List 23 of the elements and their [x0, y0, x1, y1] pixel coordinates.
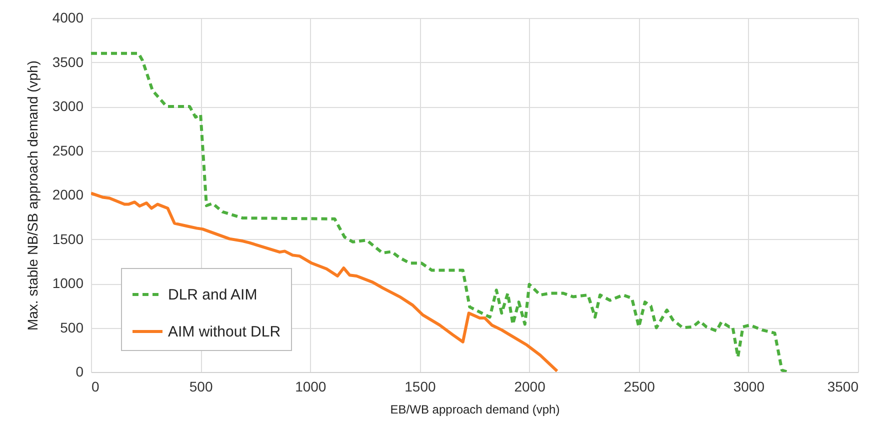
- y-tick-label: 1500: [52, 230, 84, 247]
- y-axis-title: Max. stable NB/SB approach demand (vph): [24, 60, 40, 331]
- y-tick-label: 2500: [52, 142, 84, 158]
- x-tick-label: 500: [189, 378, 213, 394]
- x-tick-label: 1000: [295, 378, 326, 394]
- x-tick-label: 2000: [514, 378, 546, 394]
- legend-label: DLR and AIM: [168, 286, 258, 304]
- x-axis-title: EB/WB approach demand (vph): [390, 402, 560, 416]
- y-tick-label: 0: [76, 364, 84, 380]
- y-tick-label: 2000: [52, 186, 84, 202]
- x-tick-label: 1500: [404, 378, 436, 394]
- x-tick-label: 2500: [624, 378, 656, 394]
- line-series: [91, 192, 559, 372]
- y-tick-label: 3500: [52, 54, 84, 70]
- y-tick-label: 500: [60, 319, 84, 336]
- y-tick-label: 1000: [52, 275, 84, 291]
- y-tick-label: 4000: [52, 10, 84, 26]
- x-tick-label: 3000: [733, 378, 765, 394]
- line-series: [91, 52, 790, 372]
- x-tick-label: 0: [92, 378, 100, 394]
- legend-label: AIM without DLR: [168, 324, 281, 340]
- x-tick-label: 3500: [827, 378, 859, 394]
- y-tick-label: 3000: [52, 98, 84, 114]
